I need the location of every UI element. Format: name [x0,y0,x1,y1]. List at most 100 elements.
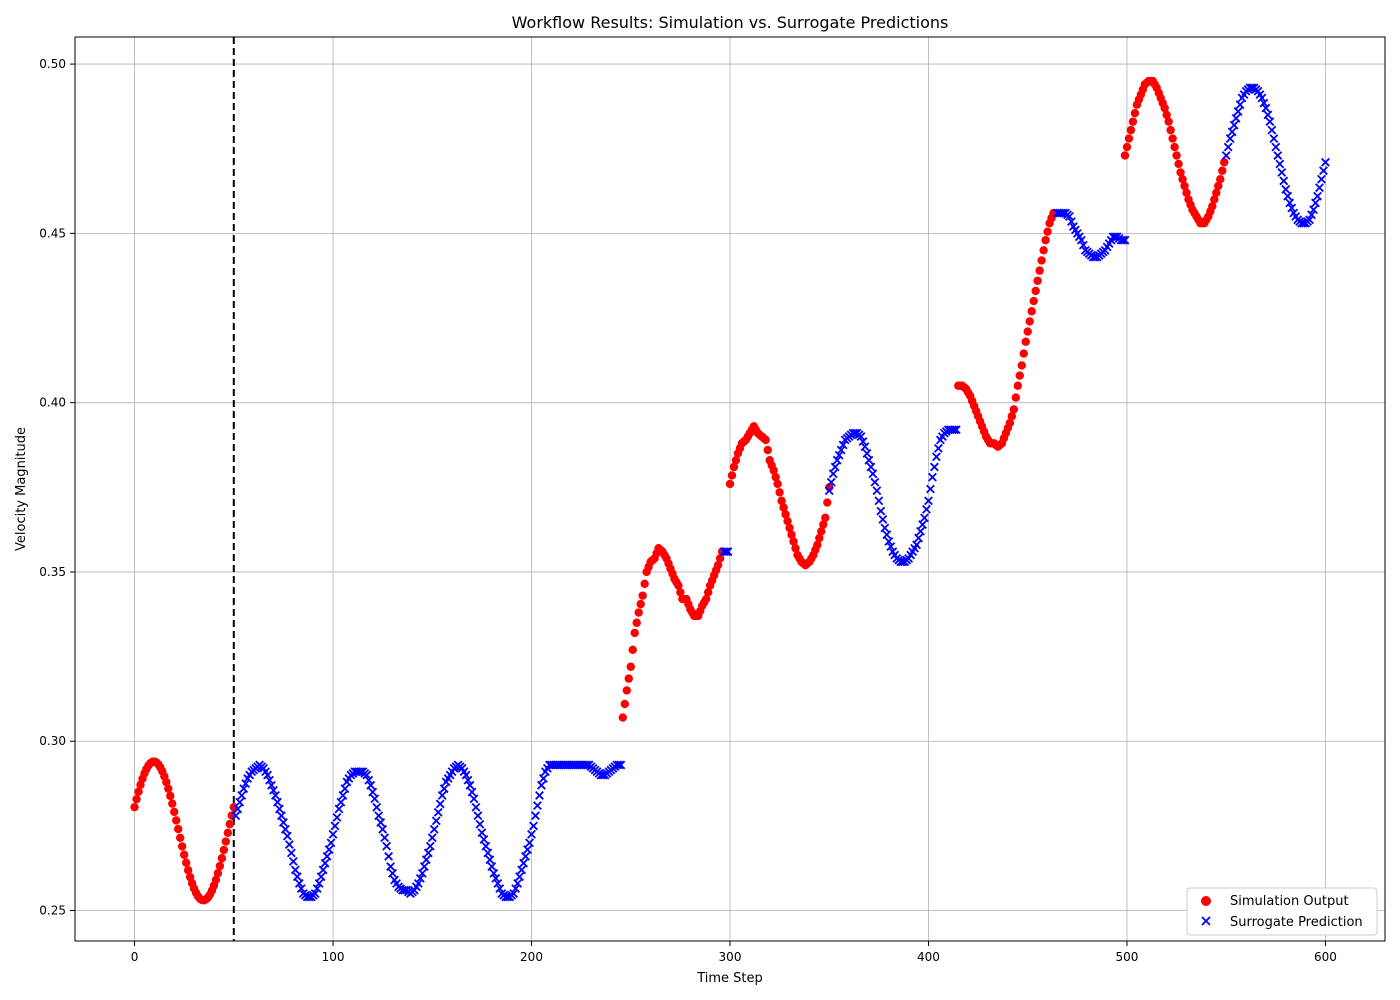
surrogate-point-stroke [495,884,505,893]
surrogate-point [368,787,378,797]
simulation-point [1182,188,1191,197]
surrogate-point [1223,142,1233,152]
surrogate-point-stroke [290,865,300,875]
surrogate-point [388,868,398,878]
y-tick-label: 0.45 [39,226,66,240]
surrogate-point [1221,151,1231,160]
surrogate-point [834,450,844,460]
surrogate-point [614,760,624,770]
surrogate-point [866,462,876,472]
surrogate-point-stroke [582,760,592,770]
surrogate-point-stroke [1231,113,1241,123]
surrogate-point-stroke [537,780,546,790]
simulation-point [1164,117,1173,126]
surrogate-point-stroke [1281,184,1291,194]
surrogate-point-stroke [485,855,495,865]
surrogate-point-stroke [479,834,489,844]
surrogate-point [1275,159,1285,169]
surrogate-point [1313,191,1322,201]
surrogate-point [435,799,445,809]
legend-label-simulation: Simulation Output [1230,894,1349,909]
surrogate-point [523,845,532,855]
simulation-point [785,523,794,533]
surrogate-point [525,838,534,848]
surrogate-point-stroke [284,840,294,849]
surrogate-point [856,432,866,441]
simulation-point [715,554,725,563]
surrogate-point-stroke [1273,151,1283,160]
surrogate-point [278,818,288,827]
surrogate-point-stroke [372,802,382,812]
surrogate-point-stroke [1120,235,1130,245]
surrogate-point [531,811,540,821]
surrogate-point [372,802,382,812]
simulation-point [620,699,630,709]
surrogate-point [1269,134,1279,144]
surrogate-point-stroke [1279,176,1289,186]
surrogate-point [912,540,922,550]
simulation-point [132,794,141,804]
surrogate-point-stroke [1225,134,1235,144]
surrogate-point-stroke [1309,205,1318,215]
surrogate-point-stroke [261,767,270,777]
surrogate-point-stroke [1321,157,1330,167]
simulation-point [1124,134,1134,143]
surrogate-point-stroke [1068,222,1078,232]
surrogate-point [271,790,280,800]
surrogate-point-stroke [519,858,529,868]
simulation-point [1172,151,1181,160]
simulation-point [1208,202,1217,211]
surrogate-point [1259,98,1269,108]
surrogate-point-stroke [362,770,372,780]
surrogate-point [874,496,884,506]
surrogate-point [265,775,274,785]
surrogate-point-stroke [521,851,530,861]
simulation-point [640,579,649,589]
surrogate-point-stroke [1072,228,1082,238]
surrogate-point-stroke [874,496,884,506]
simulation-point [166,791,175,801]
surrogate-point-stroke [1257,93,1267,103]
surrogate-point-stroke [1255,90,1265,99]
surrogate-point [241,779,251,788]
surrogate-point-stroke [475,819,485,829]
surrogate-point-stroke [824,486,834,496]
simulation-point [1017,361,1026,370]
simulation-point [221,837,231,846]
surrogate-point-stroke [425,841,435,851]
surrogate-point [824,486,834,496]
simulation-point [168,799,177,808]
legend: Simulation Output Surrogate Prediction [1186,887,1378,936]
surrogate-point [529,821,538,831]
surrogate-point-stroke [1074,232,1084,242]
surrogate-point-stroke [314,879,324,888]
simulation-point [674,581,683,590]
surrogate-point-stroke [376,818,386,827]
surrogate-point-stroke [413,879,423,888]
surrogate-point-stroke [435,799,445,809]
surrogate-point [1311,198,1320,208]
surrogate-point [312,884,322,893]
surrogate-point [378,824,388,834]
surrogate-point-stroke [1275,159,1285,169]
surrogate-point-stroke [423,848,433,858]
surrogate-point [328,829,338,839]
surrogate-point-stroke [461,770,471,780]
surrogate-point [417,868,427,878]
surrogate-point-stroke [1277,167,1287,177]
surrogate-point-stroke [1247,83,1257,93]
surrogate-point-stroke [491,873,501,883]
surrogate-point [931,452,941,462]
surrogate-point [296,884,306,893]
surrogate-point [318,865,328,875]
simulation-point [773,479,782,489]
surrogate-point-stroke [527,829,536,839]
surrogate-point-stroke [477,828,487,838]
surrogate-point-stroke [473,811,483,821]
simulation-point [775,488,784,497]
surrogate-point-stroke [525,838,534,848]
surrogate-point [1064,212,1074,221]
simulation-point [181,858,191,867]
ticks: 0 100 200 300 400 500 600 0.25 0.30 0.35 0.40 0.45 0… [39,57,1337,964]
